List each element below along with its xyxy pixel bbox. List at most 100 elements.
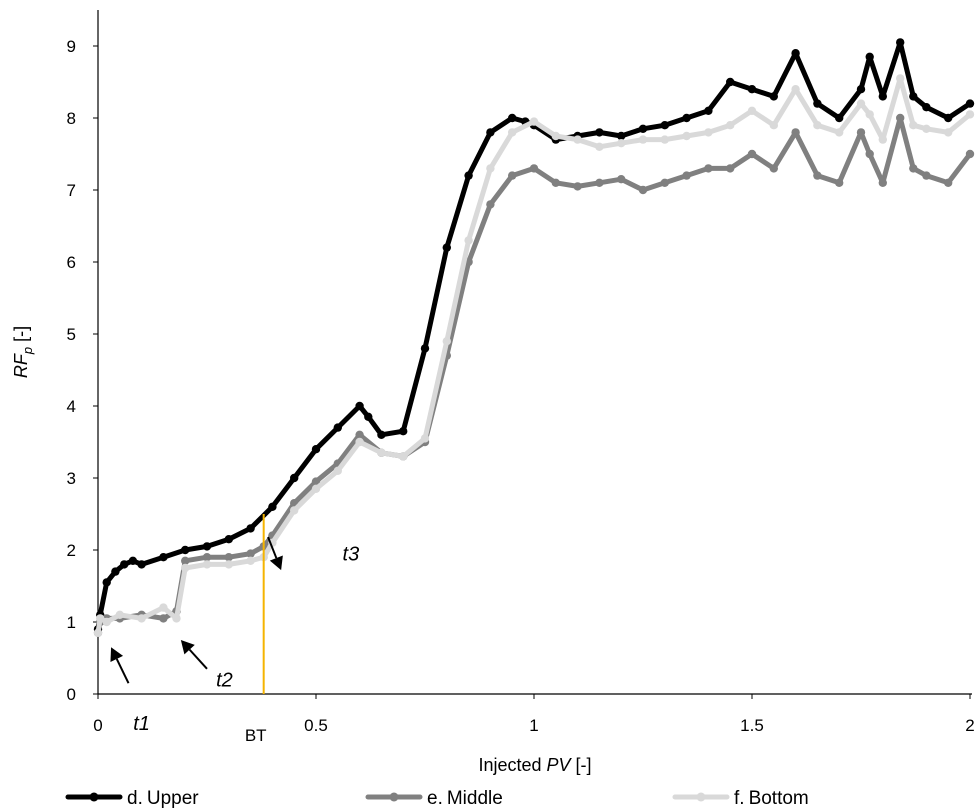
y-tick-label: 3 xyxy=(67,469,76,488)
data-point xyxy=(333,466,342,475)
data-point xyxy=(617,139,626,148)
annotation-arrow-shaft xyxy=(267,536,278,559)
x-tick-label: 0.5 xyxy=(304,716,328,735)
data-point xyxy=(856,85,866,94)
data-point xyxy=(246,549,255,558)
data-point xyxy=(399,452,408,461)
data-point xyxy=(529,117,539,126)
data-point xyxy=(878,135,887,144)
data-point xyxy=(965,149,975,159)
data-point xyxy=(377,448,386,457)
data-point xyxy=(181,556,190,565)
data-point xyxy=(791,128,800,137)
data-point xyxy=(442,337,451,346)
data-point xyxy=(159,553,168,562)
y-axis-label-unit: [-] xyxy=(11,326,31,347)
data-point xyxy=(355,401,364,411)
data-point xyxy=(420,434,430,443)
annotation-label: t3 xyxy=(343,544,360,566)
legend-swatch-marker xyxy=(389,792,399,802)
data-point xyxy=(508,128,517,137)
annotation-layer: BT t1 t2 t3 xyxy=(110,536,360,745)
x-tick-label: 2 xyxy=(965,716,974,735)
data-point xyxy=(486,128,495,137)
series-upper xyxy=(93,38,975,634)
data-point xyxy=(856,128,866,137)
data-point xyxy=(102,578,111,587)
data-point xyxy=(965,110,975,119)
data-point xyxy=(769,92,778,101)
data-point xyxy=(311,445,321,454)
data-point xyxy=(573,182,582,191)
legend-swatch-marker xyxy=(89,792,99,802)
data-point xyxy=(638,185,648,195)
annotation-arrow-shaft xyxy=(115,658,130,684)
data-point xyxy=(922,124,931,133)
y-axis-label: RFp [-] xyxy=(11,326,35,378)
data-point xyxy=(835,128,844,137)
x-axis-label-prefix: Injected xyxy=(478,755,546,775)
data-point xyxy=(704,106,713,116)
data-point xyxy=(617,175,626,184)
data-point xyxy=(726,121,735,130)
plot-area: 0 1 2 3 4 5 6 7 8 9 0 0.5 1 1.5 2 BT t1 t2 t3 xyxy=(67,10,975,745)
data-point xyxy=(399,427,408,436)
data-point xyxy=(442,243,451,252)
data-point xyxy=(638,135,648,144)
data-point xyxy=(769,164,778,173)
legend-label: d. Upper xyxy=(127,788,199,809)
data-point xyxy=(965,99,975,108)
y-axis-label-main: RF xyxy=(11,353,31,378)
data-point xyxy=(856,99,866,108)
data-point xyxy=(355,430,364,439)
data-point xyxy=(747,149,757,159)
data-point xyxy=(181,545,190,555)
x-axis-label: Injected PV [-] xyxy=(478,755,591,775)
data-point xyxy=(638,124,648,133)
data-point xyxy=(159,603,168,612)
data-point xyxy=(865,149,874,159)
legend-prefix: e. xyxy=(427,788,443,809)
data-point xyxy=(682,113,691,123)
data-point xyxy=(181,563,190,573)
data-point xyxy=(120,560,129,569)
data-point xyxy=(909,164,918,173)
data-point xyxy=(486,164,495,173)
data-point xyxy=(909,121,918,130)
legend-prefix: d. xyxy=(127,788,143,809)
data-point xyxy=(137,560,146,569)
data-point xyxy=(726,77,735,87)
data-point xyxy=(246,556,255,565)
x-axis-label-variable: PV xyxy=(547,755,573,775)
legend: d. Upper e. Middle f. Bottom xyxy=(65,788,809,809)
data-point xyxy=(704,164,713,173)
legend-item-upper: d. Upper xyxy=(65,788,199,809)
data-point xyxy=(865,110,874,119)
data-point xyxy=(202,560,212,569)
data-point xyxy=(595,178,604,187)
data-point xyxy=(96,614,105,623)
data-point xyxy=(896,74,905,83)
annotation-label: t1 xyxy=(133,713,150,735)
data-point xyxy=(93,628,103,637)
data-point xyxy=(111,567,120,576)
data-point xyxy=(835,178,844,187)
annotation-t2: t2 xyxy=(180,640,233,692)
y-tick-label: 9 xyxy=(67,37,76,56)
data-point xyxy=(660,135,669,144)
x-ticks: 0 0.5 1 1.5 2 xyxy=(93,694,975,735)
series-layer xyxy=(93,38,975,637)
annotation-label: t2 xyxy=(216,670,233,692)
x-tick-label: 1 xyxy=(529,716,538,735)
y-tick-label: 0 xyxy=(67,685,76,704)
data-point xyxy=(682,171,691,180)
data-point xyxy=(791,85,800,94)
annotation-t3: t3 xyxy=(267,536,360,571)
x-axis-label-unit: [-] xyxy=(571,755,592,775)
data-point xyxy=(224,535,233,544)
data-point xyxy=(486,200,495,209)
data-point xyxy=(268,502,277,511)
data-point xyxy=(508,113,517,123)
data-point xyxy=(747,106,757,116)
